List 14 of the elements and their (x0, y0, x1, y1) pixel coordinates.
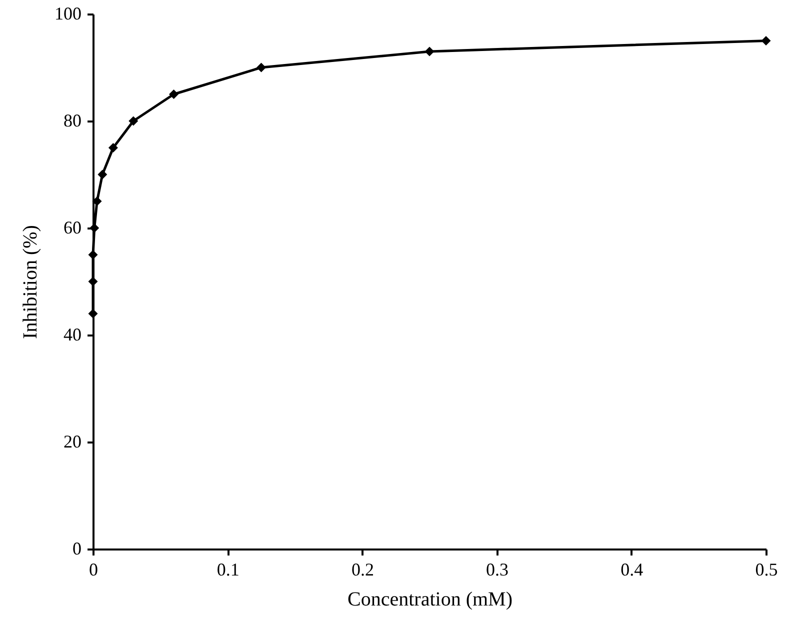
x-tick-label: 0.2 (351, 560, 374, 580)
y-tick-label: 60 (64, 218, 82, 238)
x-axis-title: Concentration (mM) (348, 588, 512, 610)
x-tick-label: 0 (89, 560, 98, 580)
x-tick-label: 0.4 (620, 560, 644, 580)
x-tick-label: 0.3 (486, 560, 509, 580)
y-tick-label: 0 (72, 538, 82, 558)
x-tick-label: 0.1 (216, 560, 240, 580)
y-tick-label: 100 (54, 4, 82, 24)
x-tick-label: 0.5 (755, 560, 778, 580)
y-tick-label: 20 (64, 432, 82, 452)
y-tick-label: 80 (64, 110, 82, 130)
y-tick-label: 40 (64, 324, 82, 344)
y-axis-title: Inhibition (%) (20, 225, 42, 339)
